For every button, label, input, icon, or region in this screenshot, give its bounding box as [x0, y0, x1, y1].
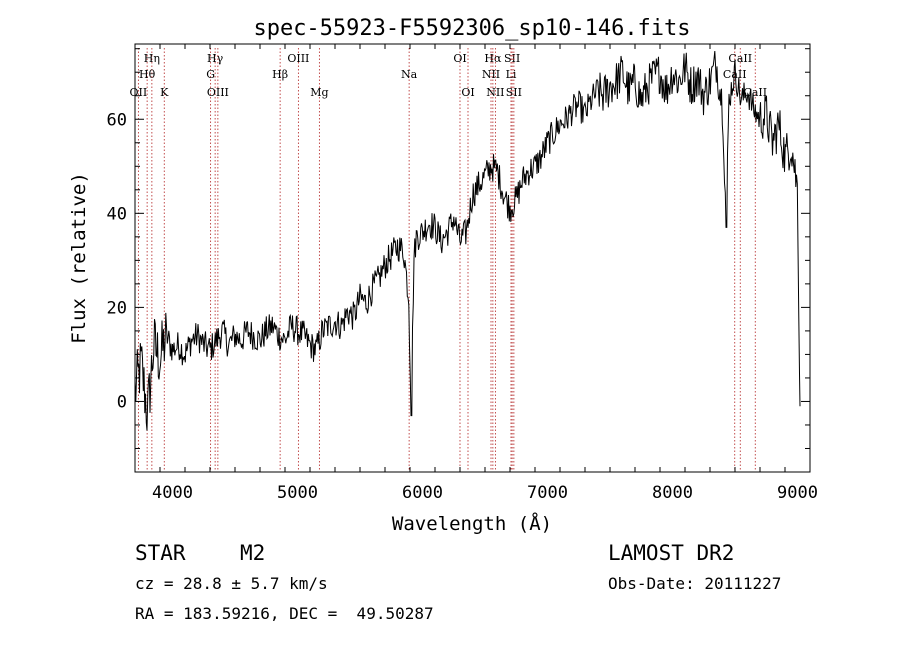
line-marker-label: OIII — [207, 86, 229, 99]
line-marker-label: NII — [486, 86, 504, 99]
line-marker-label: OI — [461, 86, 474, 99]
x-tick-label: 8000 — [652, 483, 693, 503]
chart-title: spec-55923-F5592306_sp10-146.fits — [253, 16, 690, 41]
line-marker-label: CaII — [743, 86, 767, 99]
x-tick-label: 9000 — [777, 483, 818, 503]
y-axis: 0 20 40 60 — [107, 48, 810, 449]
line-marker-label: OII — [130, 86, 148, 99]
survey-name: LAMOST DR2 — [608, 541, 734, 565]
line-marker-label: Mg — [310, 86, 328, 99]
coordinates-readout: RA = 183.59216, DEC = 49.50287 — [135, 604, 434, 623]
x-tick-label: 6000 — [402, 483, 443, 503]
line-marker-label: Hβ — [272, 68, 288, 81]
y-tick-label: 20 — [107, 298, 127, 318]
object-subclass: M2 — [240, 541, 265, 565]
line-marker-label: Hθ — [139, 68, 156, 81]
y-tick-label: 40 — [107, 204, 127, 224]
line-marker-label: G — [206, 68, 215, 81]
line-marker-label: Li — [506, 68, 517, 81]
line-marker-label: K — [160, 86, 169, 99]
line-marker-label: CaII — [723, 68, 747, 81]
line-marker-label: SII — [506, 86, 522, 99]
spectrum-line — [134, 50, 801, 431]
line-marker-label: OI — [453, 52, 466, 65]
x-tick-label: 7000 — [527, 483, 568, 503]
object-class: STAR — [135, 541, 186, 565]
x-axis-label: Wavelength (Å) — [392, 512, 552, 535]
plot-frame — [134, 43, 811, 473]
obs-date: Obs-Date: 20111227 — [608, 574, 781, 593]
x-axis: 4000 5000 6000 7000 8000 9000 — [134, 44, 818, 503]
line-marker-label: CaII — [728, 52, 752, 65]
x-tick-label: 4000 — [152, 483, 193, 503]
line-marker-label: SII — [504, 52, 520, 65]
y-tick-label: 60 — [107, 110, 127, 130]
redshift-readout: cz = 28.8 ± 5.7 km/s — [135, 574, 328, 593]
line-marker-label: Na — [401, 68, 418, 81]
line-marker-label: OIII — [287, 52, 309, 65]
line-marker-label: Hγ — [207, 52, 224, 65]
line-marker-label: Hα — [484, 52, 502, 65]
y-axis-label: Flux (relative) — [68, 172, 90, 344]
line-marker-label: Hη — [144, 52, 160, 65]
x-tick-label: 5000 — [277, 483, 318, 503]
line-marker-label: NII — [482, 68, 500, 81]
y-tick-label: 0 — [117, 392, 127, 412]
spectrum-series — [134, 50, 801, 431]
